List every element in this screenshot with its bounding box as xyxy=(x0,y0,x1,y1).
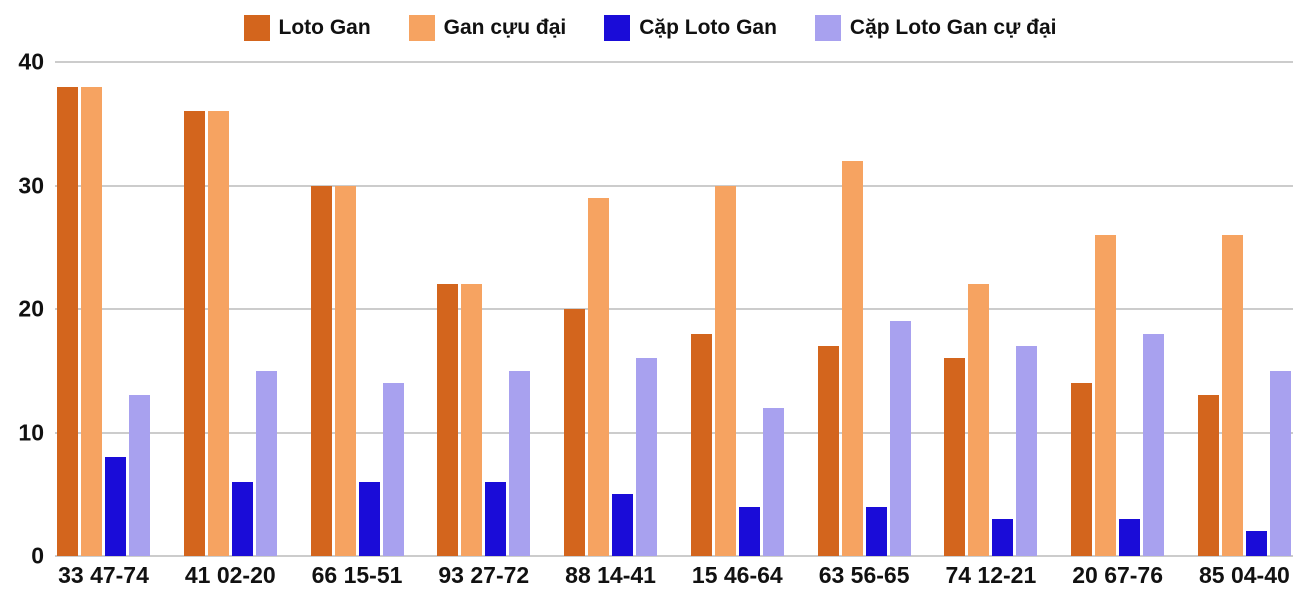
bar-series-1 xyxy=(1071,383,1093,556)
bar-series-2 xyxy=(461,284,483,556)
legend-swatch-icon xyxy=(243,15,270,41)
bar-group xyxy=(310,62,404,556)
bar-group xyxy=(1071,62,1165,556)
bar-series-3 xyxy=(612,494,634,556)
y-tick-label: 0 xyxy=(31,542,44,569)
bar-series-1 xyxy=(1197,395,1219,556)
legend-label: Cặp Loto Gan cự đại xyxy=(849,16,1057,39)
bar-series-3 xyxy=(738,506,760,556)
bar-group xyxy=(1197,62,1291,556)
bar-group xyxy=(437,62,531,556)
bar-group xyxy=(564,62,658,556)
x-tick-label: 20 67-76 xyxy=(1072,562,1164,588)
bar-series-3 xyxy=(358,481,380,556)
bar-series-2 xyxy=(81,86,102,556)
x-axis: 33 47-74 41 02-20 66 15-51 93 27-72 88 14-41… xyxy=(55,562,1293,596)
bar-group xyxy=(817,62,911,556)
legend-item: Loto Gan xyxy=(243,15,371,41)
bar-group xyxy=(944,62,1038,556)
x-tick-label: 66 15-51 xyxy=(311,562,403,588)
chart-legend: Loto Gan Gan cựu đại Cặp Loto Gan Cặp Loto … xyxy=(0,8,1300,48)
x-tick-label: 88 14-41 xyxy=(565,562,656,588)
x-tick-label: 74 12-21 xyxy=(945,562,1037,588)
bar-series-4 xyxy=(1143,333,1165,556)
bar-series-4 xyxy=(129,395,150,556)
bar-series-2 xyxy=(841,160,863,556)
bar-series-1 xyxy=(817,346,839,556)
bar-series-2 xyxy=(968,284,990,556)
legend-swatch-icon xyxy=(604,15,631,41)
bar-group xyxy=(183,62,277,556)
bar-series-3 xyxy=(1245,531,1267,556)
bar-groups xyxy=(55,62,1293,556)
bar-series-4 xyxy=(636,358,658,556)
bar-series-4 xyxy=(255,370,277,556)
legend-label: Gan cựu đại xyxy=(443,16,567,39)
y-tick-label: 40 xyxy=(18,48,44,75)
bar-series-3 xyxy=(992,518,1014,556)
gridline xyxy=(55,431,1293,434)
legend-item: Gan cựu đại xyxy=(408,15,567,41)
x-tick-label: 85 04-40 xyxy=(1198,562,1290,588)
bar-series-2 xyxy=(207,111,229,556)
bar-series-3 xyxy=(105,457,126,556)
legend-item: Cặp Loto Gan xyxy=(604,15,777,41)
x-tick-label: 93 27-72 xyxy=(438,562,530,588)
bar-series-4 xyxy=(382,383,404,556)
y-tick-label: 20 xyxy=(18,295,44,322)
gridline xyxy=(55,61,1293,63)
legend-item: Cặp Loto Gan cự đại xyxy=(814,15,1057,41)
bar-series-2 xyxy=(1221,234,1243,556)
bar-series-4 xyxy=(1016,346,1038,556)
bar-series-2 xyxy=(588,197,610,556)
bar-series-1 xyxy=(183,111,205,556)
bar-series-1 xyxy=(690,333,712,556)
bar-series-3 xyxy=(1119,518,1141,556)
bar-series-1 xyxy=(944,358,966,556)
bar-series-3 xyxy=(485,481,507,556)
gridline xyxy=(55,184,1293,187)
x-tick-label: 41 02-20 xyxy=(184,562,276,588)
bar-series-3 xyxy=(231,481,253,556)
x-tick-label: 63 56-65 xyxy=(818,562,910,588)
legend-label: Cặp Loto Gan xyxy=(639,16,777,39)
bar-series-3 xyxy=(865,506,887,556)
bar-series-2 xyxy=(714,185,736,556)
bar-series-4 xyxy=(509,370,531,556)
bar-series-4 xyxy=(889,321,911,556)
plot-area xyxy=(55,61,1293,557)
bar-series-4 xyxy=(1269,370,1291,556)
legend-swatch-icon xyxy=(814,15,841,41)
y-tick-label: 10 xyxy=(18,419,44,445)
bar-series-1 xyxy=(437,284,459,556)
bar-series-2 xyxy=(334,185,356,556)
bar-series-4 xyxy=(762,407,784,556)
y-tick-label: 30 xyxy=(18,172,44,198)
bar-series-1 xyxy=(57,86,78,556)
legend-label: Loto Gan xyxy=(278,16,371,39)
bar-group xyxy=(57,62,150,556)
x-tick-label: 33 47-74 xyxy=(58,562,149,588)
bar-group xyxy=(690,62,784,556)
legend-swatch-icon xyxy=(408,15,435,41)
bar-series-1 xyxy=(564,309,586,556)
bar-series-1 xyxy=(310,185,332,556)
y-axis: 0 10 20 30 40 xyxy=(0,49,44,569)
bar-series-2 xyxy=(1095,234,1117,556)
x-tick-label: 15 46-64 xyxy=(691,562,783,588)
gridline xyxy=(55,308,1293,310)
gridline xyxy=(55,555,1293,557)
